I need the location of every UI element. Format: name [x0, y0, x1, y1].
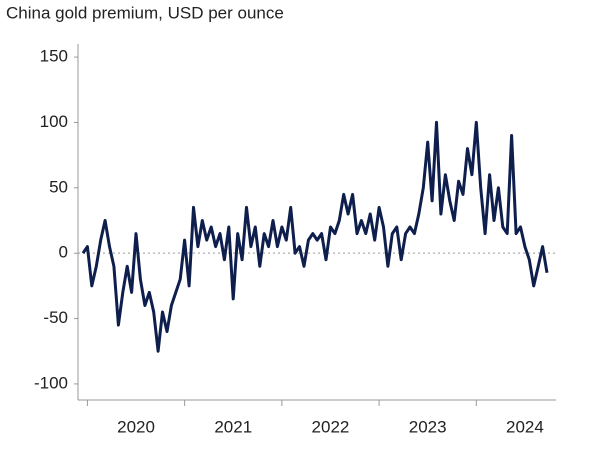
x-tick-label: 2024 [506, 417, 544, 436]
x-tick-label: 2023 [409, 417, 447, 436]
x-tick-label: 2020 [117, 417, 155, 436]
y-tick-label: 50 [49, 177, 68, 196]
y-tick-label: -50 [43, 308, 68, 327]
chart-title: China gold premium, USD per ounce [6, 3, 284, 22]
y-tick-label: -100 [34, 373, 68, 392]
x-tick-label: 2022 [312, 417, 350, 436]
y-tick-label: 150 [40, 47, 68, 66]
y-tick-label: 0 [59, 243, 68, 262]
x-tick-label: 2021 [214, 417, 252, 436]
y-tick-label: 100 [40, 112, 68, 131]
data-line [81, 120, 549, 353]
